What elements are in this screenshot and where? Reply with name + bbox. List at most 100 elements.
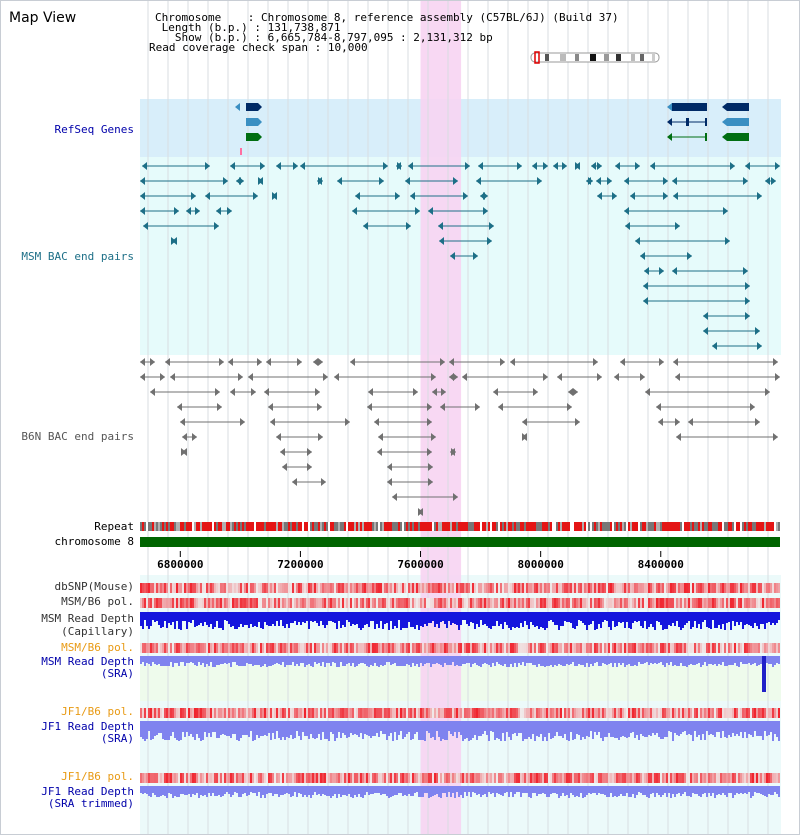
read-depth-bar xyxy=(568,612,570,622)
polymorphism-cell xyxy=(404,583,406,593)
polymorphism-cell xyxy=(298,583,300,593)
repeat-segment xyxy=(218,522,220,531)
polymorphism-cell xyxy=(144,583,146,593)
polymorphism-cell xyxy=(762,598,764,608)
read-depth-bar xyxy=(330,721,332,732)
repeat-segment xyxy=(378,522,380,531)
jf1-depth-trim-sublabel: (SRA trimmed) xyxy=(47,797,134,810)
polymorphism-cell xyxy=(328,583,330,593)
read-depth-bar xyxy=(434,786,436,795)
read-depth-bar xyxy=(366,721,368,735)
read-depth-bar xyxy=(550,786,552,794)
polymorphism-cell xyxy=(312,708,314,718)
read-depth-bar xyxy=(746,656,748,664)
polymorphism-cell xyxy=(668,708,670,718)
polymorphism-cell xyxy=(650,773,652,783)
read-depth-bar xyxy=(158,612,160,625)
read-depth-bar xyxy=(582,656,584,665)
read-depth-bar xyxy=(140,656,142,664)
polymorphism-cell xyxy=(420,708,422,718)
polymorphism-cell xyxy=(582,708,584,718)
msm-pol-sra-label: MSM/B6 pol. xyxy=(61,641,134,654)
polymorphism-cell xyxy=(754,583,756,593)
polymorphism-cell xyxy=(590,643,592,653)
polymorphism-cell xyxy=(642,643,644,653)
polymorphism-cell xyxy=(210,643,212,653)
polymorphism-cell xyxy=(474,598,476,608)
b6n-bac-track-label[interactable]: B6N BAC end pairs xyxy=(21,430,134,443)
polymorphism-cell xyxy=(482,773,484,783)
msm-bac-pair xyxy=(140,192,196,200)
refseq-gene xyxy=(667,133,672,141)
b6n-bac-pair xyxy=(688,418,760,426)
read-depth-bar xyxy=(150,786,152,797)
polymorphism-cell xyxy=(400,708,402,718)
read-depth-bar xyxy=(720,721,722,738)
msm-bac-pair xyxy=(272,192,277,200)
polymorphism-cell xyxy=(412,598,414,608)
ideogram-position-marker xyxy=(534,51,540,64)
repeat-segment xyxy=(732,522,734,531)
read-depth-bar xyxy=(432,656,434,664)
polymorphism-cell xyxy=(292,708,294,718)
read-depth-bar xyxy=(316,612,318,623)
read-depth-bar xyxy=(710,656,712,664)
polymorphism-cell xyxy=(730,583,732,593)
read-depth-bar xyxy=(516,721,518,736)
repeat-segment xyxy=(698,522,700,531)
read-depth-bar xyxy=(428,721,430,733)
read-depth-bar xyxy=(690,656,692,664)
read-depth-bar xyxy=(738,656,740,667)
read-depth-bar xyxy=(254,656,256,665)
header-length: Length (b.p.) : 131,738,871 xyxy=(161,21,341,34)
read-depth-bar xyxy=(498,721,500,739)
polymorphism-cell xyxy=(502,773,504,783)
polymorphism-cell xyxy=(452,583,454,593)
polymorphism-cell xyxy=(176,643,178,653)
polymorphism-cell xyxy=(150,583,152,593)
read-depth-bar xyxy=(486,612,488,626)
polymorphism-cell xyxy=(398,598,400,608)
msm-bac-track-label[interactable]: MSM BAC end pairs xyxy=(21,250,134,263)
repeat-segment xyxy=(444,522,446,531)
repeat-segment xyxy=(594,522,596,531)
polymorphism-cell xyxy=(416,773,418,783)
polymorphism-cell xyxy=(606,598,608,608)
read-depth-bar xyxy=(552,656,554,667)
polymorphism-cell xyxy=(512,643,514,653)
repeat-segment xyxy=(616,522,618,531)
polymorphism-cell xyxy=(222,708,224,718)
polymorphism-cell xyxy=(626,773,628,783)
polymorphism-cell xyxy=(404,708,406,718)
b6n-bac-pair xyxy=(177,403,222,411)
read-depth-bar xyxy=(182,786,184,794)
read-depth-bar xyxy=(508,786,510,797)
read-depth-bar xyxy=(610,612,612,630)
read-depth-bar xyxy=(488,656,490,665)
repeat-segment xyxy=(364,522,366,531)
polymorphism-cell xyxy=(640,583,642,593)
b6n-bac-pair xyxy=(557,373,602,381)
read-depth-bar xyxy=(618,721,620,740)
refseq-track-label[interactable]: RefSeq Genes xyxy=(54,123,134,136)
polymorphism-cell xyxy=(768,643,770,653)
polymorphism-cell xyxy=(714,598,716,608)
polymorphism-cell xyxy=(458,583,460,593)
polymorphism-cell xyxy=(512,583,514,593)
read-depth-bar xyxy=(530,612,532,622)
read-depth-bar xyxy=(466,721,468,738)
refseq-gene xyxy=(705,133,707,141)
read-depth-bar xyxy=(706,656,708,666)
read-depth-bar xyxy=(460,786,462,795)
polymorphism-cell xyxy=(622,598,624,608)
msm-bac-pair xyxy=(625,222,680,230)
polymorphism-cell xyxy=(452,598,454,608)
polymorphism-cell xyxy=(408,773,410,783)
b6n-bac-pair xyxy=(264,388,320,396)
polymorphism-cell xyxy=(300,773,302,783)
polymorphism-cell xyxy=(680,708,682,718)
read-depth-bar xyxy=(698,721,700,735)
msm-bac-pair xyxy=(408,162,470,170)
